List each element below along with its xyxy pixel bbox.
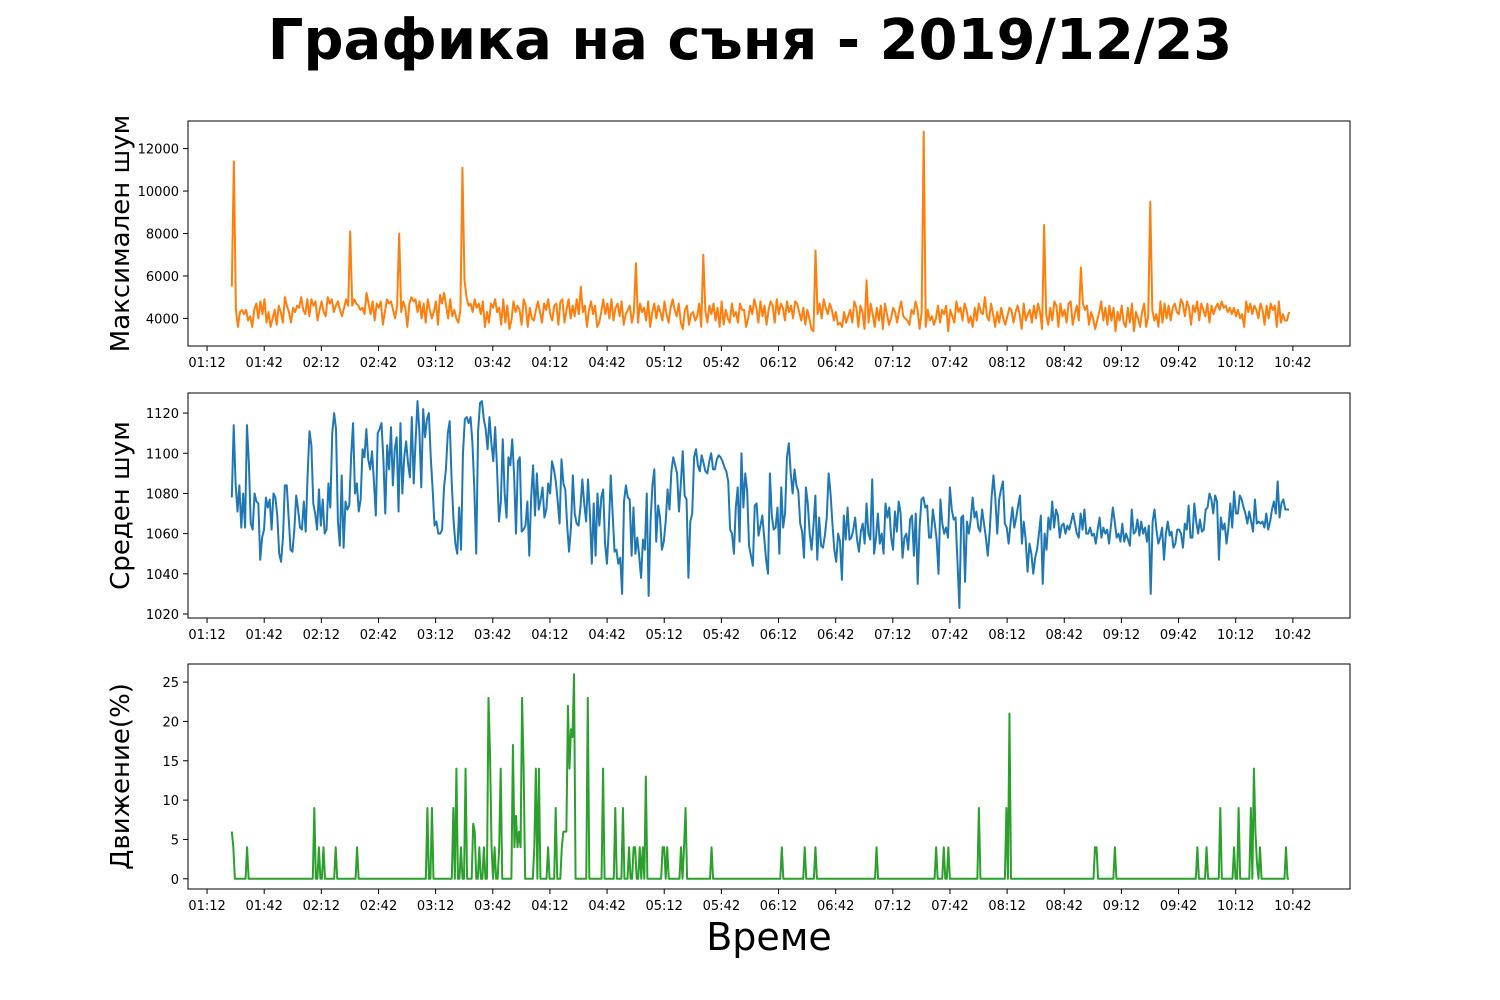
- x-tick-label: 05:42: [703, 628, 740, 643]
- y-tick-label: 8000: [146, 228, 179, 243]
- y-tick-label: 4000: [146, 312, 179, 327]
- x-axis-label: Време: [706, 915, 832, 959]
- y-tick-label: 1040: [146, 568, 179, 583]
- x-tick-label: 01:42: [245, 356, 282, 371]
- x-tick-label: 01:12: [188, 628, 225, 643]
- plot-frame-3: [187, 663, 1351, 890]
- x-tick-label: 05:42: [703, 356, 740, 371]
- y-tick-label: 12000: [138, 143, 179, 158]
- series-line-1: [230, 130, 1291, 333]
- y-tick-label: 6000: [146, 270, 179, 285]
- x-tick-label: 07:42: [931, 628, 968, 643]
- y-tick-label: 5: [171, 833, 179, 848]
- y-axis-label-1: Максимален шум: [106, 115, 136, 352]
- x-tick-label: 07:12: [874, 899, 911, 914]
- x-tick-label: 04:12: [531, 356, 568, 371]
- x-tick-label: 07:42: [931, 899, 968, 914]
- x-tick-label: 10:42: [1274, 356, 1311, 371]
- x-tick-label: 07:12: [874, 628, 911, 643]
- x-tick-label: 08:12: [988, 628, 1025, 643]
- x-tick-label: 08:42: [1046, 899, 1083, 914]
- x-tick-label: 03:12: [417, 628, 454, 643]
- x-tick-label: 10:42: [1274, 628, 1311, 643]
- x-tick-label: 06:42: [817, 899, 854, 914]
- y-tick-label: 15: [162, 755, 179, 770]
- x-tick-label: 02:42: [360, 356, 397, 371]
- x-tick-label: 01:12: [188, 356, 225, 371]
- x-tick-label: 06:12: [760, 899, 797, 914]
- y-axis-label-3: Движение(%): [106, 683, 136, 870]
- y-tick-label: 10: [162, 794, 179, 809]
- x-tick-label: 05:12: [645, 899, 682, 914]
- x-tick-label: 04:42: [588, 356, 625, 371]
- x-tick-label: 02:12: [303, 899, 340, 914]
- x-tick-label: 01:42: [245, 899, 282, 914]
- x-tick-label: 03:12: [417, 356, 454, 371]
- x-tick-label: 10:12: [1217, 356, 1254, 371]
- x-tick-label: 03:42: [474, 356, 511, 371]
- series-line-3: [230, 673, 1290, 880]
- x-tick-label: 02:42: [360, 628, 397, 643]
- x-tick-label: 10:42: [1274, 899, 1311, 914]
- x-tick-label: 03:42: [474, 628, 511, 643]
- y-tick-label: 0: [171, 873, 179, 888]
- x-tick-label: 09:42: [1160, 899, 1197, 914]
- x-tick-label: 01:12: [188, 899, 225, 914]
- x-tick-label: 04:42: [588, 899, 625, 914]
- x-tick-label: 04:42: [588, 628, 625, 643]
- x-tick-label: 08:42: [1046, 628, 1083, 643]
- x-tick-label: 10:12: [1217, 899, 1254, 914]
- x-tick-label: 09:12: [1103, 356, 1140, 371]
- x-tick-label: 05:42: [703, 899, 740, 914]
- y-tick-label: 25: [162, 676, 179, 691]
- x-tick-label: 06:12: [760, 628, 797, 643]
- y-tick-label: 10000: [138, 185, 179, 200]
- y-tick-label: 1120: [146, 407, 179, 422]
- x-tick-label: 09:42: [1160, 356, 1197, 371]
- x-tick-label: 03:12: [417, 899, 454, 914]
- x-tick-label: 09:42: [1160, 628, 1197, 643]
- plot-frame-2: [187, 392, 1351, 619]
- x-tick-label: 06:12: [760, 356, 797, 371]
- y-tick-label: 1080: [146, 487, 179, 502]
- y-tick-label: 1020: [146, 608, 179, 623]
- x-tick-label: 08:12: [988, 899, 1025, 914]
- x-tick-label: 02:12: [303, 628, 340, 643]
- x-tick-label: 05:12: [645, 356, 682, 371]
- x-tick-label: 03:42: [474, 899, 511, 914]
- x-tick-label: 09:12: [1103, 628, 1140, 643]
- chart-title: Графика на съня - 2019/12/23: [267, 8, 1233, 73]
- x-tick-label: 06:42: [817, 356, 854, 371]
- x-tick-label: 07:42: [931, 356, 968, 371]
- x-tick-label: 04:12: [531, 899, 568, 914]
- x-tick-label: 02:42: [360, 899, 397, 914]
- x-tick-label: 10:12: [1217, 628, 1254, 643]
- y-tick-label: 1060: [146, 528, 179, 543]
- x-tick-label: 08:42: [1046, 356, 1083, 371]
- y-tick-label: 20: [162, 715, 179, 730]
- x-tick-label: 02:12: [303, 356, 340, 371]
- y-axis-label-2: Среден шум: [106, 421, 136, 590]
- x-tick-label: 01:42: [245, 628, 282, 643]
- x-tick-label: 09:12: [1103, 899, 1140, 914]
- y-tick-label: 1100: [146, 447, 179, 462]
- x-tick-label: 07:12: [874, 356, 911, 371]
- x-tick-label: 08:12: [988, 356, 1025, 371]
- x-tick-label: 05:12: [645, 628, 682, 643]
- series-line-2: [230, 400, 1290, 609]
- x-tick-label: 06:42: [817, 628, 854, 643]
- x-tick-label: 04:12: [531, 628, 568, 643]
